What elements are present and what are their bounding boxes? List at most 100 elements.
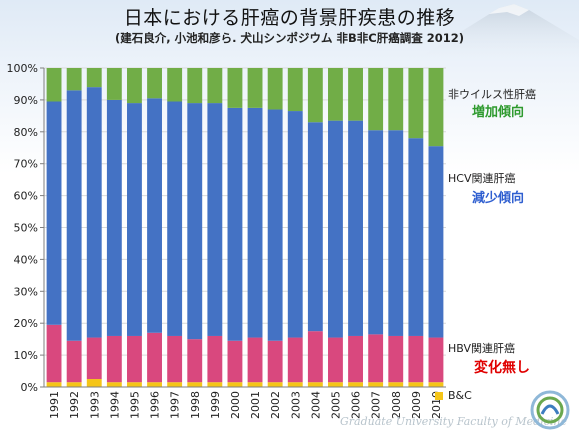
x-tick-label: 1997 xyxy=(169,391,182,419)
legend-swatch-hbv xyxy=(435,343,443,351)
bar-nbnc-2001 xyxy=(247,68,263,108)
y-tick-label: 30% xyxy=(14,285,38,298)
legend-swatch-bc xyxy=(435,392,443,400)
bar-bc-1993 xyxy=(86,379,102,387)
mountain-decoration-icon xyxy=(419,4,579,58)
bar-nbnc-1997 xyxy=(167,68,183,102)
y-tick-label: 0% xyxy=(21,381,38,394)
legend-label-hbv: HBV関連肝癌 xyxy=(448,342,516,355)
y-tick-label: 70% xyxy=(14,158,38,171)
bar-bc-2003 xyxy=(287,382,303,387)
bar-bc-1998 xyxy=(187,382,203,387)
trend-hbv: 変化無し xyxy=(474,360,530,376)
y-tick-label: 90% xyxy=(14,94,38,107)
bar-hcv-1993 xyxy=(86,87,102,338)
bar-bc-2008 xyxy=(388,382,404,387)
legend-swatch-hcv xyxy=(435,173,443,181)
y-tick-label: 20% xyxy=(14,317,38,330)
bar-hbv-2006 xyxy=(348,335,363,383)
x-tick-label: 2006 xyxy=(350,391,363,419)
bar-hbv-2009 xyxy=(408,335,424,383)
bar-hbv-1995 xyxy=(127,335,142,383)
bar-hcv-1995 xyxy=(127,103,142,336)
bar-hcv-2007 xyxy=(368,130,384,335)
bar-hcv-1996 xyxy=(147,98,162,333)
x-tick-label: 1993 xyxy=(88,391,101,419)
x-tick-label: 1995 xyxy=(128,391,141,419)
bar-hcv-1991 xyxy=(46,101,62,325)
x-tick-label: 2005 xyxy=(329,391,342,419)
bar-hcv-2003 xyxy=(287,111,303,338)
bar-nbnc-1996 xyxy=(147,68,162,99)
bar-nbnc-1998 xyxy=(187,68,203,104)
x-tick-label: 2002 xyxy=(269,391,282,419)
bar-hcv-2008 xyxy=(388,130,404,336)
bar-bc-1997 xyxy=(167,382,183,387)
bar-hcv-2009 xyxy=(408,138,424,336)
y-tick-label: 60% xyxy=(14,190,38,203)
x-tick-label: 2008 xyxy=(390,391,403,419)
x-tick-label: 2009 xyxy=(410,391,423,419)
bar-hbv-1991 xyxy=(46,324,62,383)
y-tick-label: 50% xyxy=(14,222,38,235)
y-axis-ticks: 0% 10% 20% 30% 40% 50% 60% 70% 80% 90% 100% xyxy=(7,62,38,394)
bar-nbnc-2002 xyxy=(267,68,283,110)
bar-hbv-1996 xyxy=(147,332,162,383)
bar-hbv-2003 xyxy=(287,337,303,383)
bar-nbnc-1992 xyxy=(66,68,82,91)
bar-bc-2006 xyxy=(348,382,363,387)
x-tick-label: 2001 xyxy=(249,391,262,419)
trend-hcv: 減少傾向 xyxy=(472,191,525,206)
bar-bc-2007 xyxy=(368,382,384,387)
y-tick-label: 80% xyxy=(14,126,38,139)
bar-nbnc-2005 xyxy=(328,68,343,121)
bar-nbnc-2006 xyxy=(348,68,363,121)
footer-institution: Graduate University Faculty of Medicine xyxy=(340,415,567,428)
bar-nbnc-2010 xyxy=(428,68,444,147)
bar-hcv-1998 xyxy=(187,103,203,340)
bar-bc-2010 xyxy=(428,382,444,387)
bar-nbnc-1995 xyxy=(127,68,142,104)
bar-hbv-2007 xyxy=(368,334,384,383)
bar-hcv-2000 xyxy=(227,107,243,341)
university-logo-icon xyxy=(530,390,570,430)
bar-nbnc-1999 xyxy=(207,68,223,104)
bar-bc-2005 xyxy=(328,382,343,387)
bar-hbv-1992 xyxy=(66,340,82,383)
x-tick-label: 2007 xyxy=(370,391,383,419)
x-tick-label: 2003 xyxy=(289,391,302,419)
bar-hcv-2004 xyxy=(307,122,323,332)
bar-bc-2000 xyxy=(227,382,243,387)
legend-label-bc: B&C xyxy=(448,389,472,402)
bar-nbnc-1994 xyxy=(106,68,122,100)
bar-hbv-2002 xyxy=(267,340,283,383)
bar-hbv-1999 xyxy=(207,335,223,383)
x-tick-label: 1998 xyxy=(189,391,202,419)
legend-hcv: HCV関連肝癌 xyxy=(435,170,516,186)
x-axis-ticks: 1991 1992 1993 1994 1995 1996 1997 1998 1999 2000… xyxy=(48,391,443,419)
bar-hbv-1997 xyxy=(167,335,183,383)
bar-hbv-2004 xyxy=(307,331,323,383)
x-tick-label: 1996 xyxy=(149,391,162,419)
bar-hbv-2005 xyxy=(328,337,343,383)
legend-label-hcv: HCV関連肝癌 xyxy=(448,172,516,185)
x-tick-label: 1991 xyxy=(48,391,61,419)
chart-gridlines xyxy=(44,67,446,388)
slide-header: 日本における肝癌の背景肝疾患の推移 (建石良介, 小池和彦ら. 犬山シンポジウム… xyxy=(0,0,579,58)
bar-hcv-1999 xyxy=(207,103,223,336)
trend-nbnc: 増加傾向 xyxy=(472,105,525,120)
bar-hbv-2008 xyxy=(388,335,404,383)
page-title: 日本における肝癌の背景肝疾患の推移 xyxy=(123,7,456,29)
bar-hcv-2010 xyxy=(428,146,444,338)
legend-label-nbnc: 非ウイルス性肝癌 xyxy=(448,88,536,101)
bar-bc-1994 xyxy=(106,382,122,387)
bar-bc-2004 xyxy=(307,382,323,387)
bar-hcv-2002 xyxy=(267,109,283,341)
bar-nbnc-1993 xyxy=(86,68,102,88)
bar-nbnc-2003 xyxy=(287,68,303,112)
bar-nbnc-1991 xyxy=(46,68,62,102)
bar-bc-2009 xyxy=(408,382,424,387)
bar-nbnc-2000 xyxy=(227,68,243,108)
bar-hcv-2001 xyxy=(247,107,263,338)
bar-hcv-1992 xyxy=(66,90,82,341)
